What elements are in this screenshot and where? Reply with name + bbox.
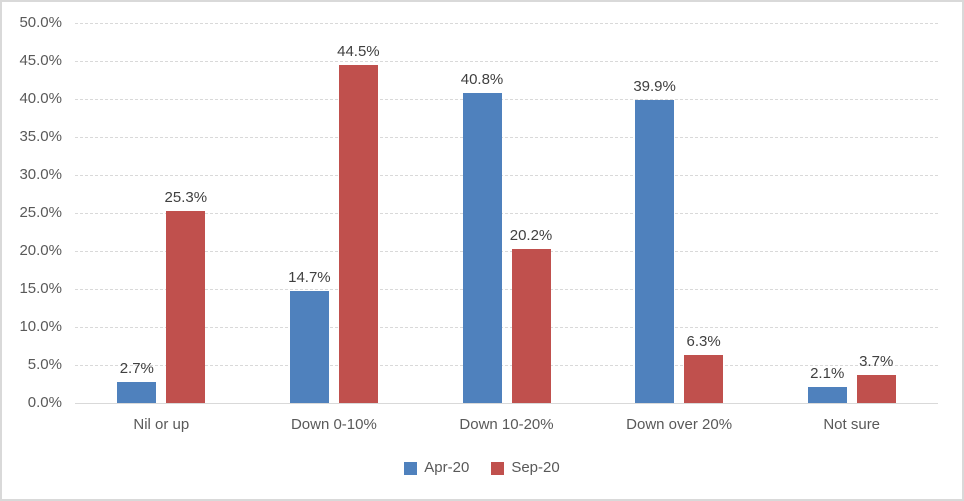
bar-apr-20 <box>635 99 675 403</box>
legend-item-sep-20: Sep-20 <box>491 459 560 476</box>
data-label: 6.3% <box>686 333 721 351</box>
gridline <box>75 364 938 366</box>
gridline <box>75 22 938 24</box>
y-tick-label: 45.0% <box>19 52 62 69</box>
data-label: 25.3% <box>164 188 208 206</box>
gridline <box>75 60 938 62</box>
y-tick-label: 40.0% <box>19 90 62 107</box>
bar-sep-20 <box>684 355 724 403</box>
y-tick-label: 35.0% <box>19 128 62 145</box>
legend-label: Sep-20 <box>511 459 560 476</box>
gridline <box>75 288 938 290</box>
data-label: 44.5% <box>337 42 380 60</box>
bar-apr-20 <box>117 382 157 403</box>
legend-swatch-icon <box>404 461 418 475</box>
x-axis-line <box>75 402 938 404</box>
legend-label: Apr-20 <box>424 459 470 476</box>
data-label: 2.7% <box>119 360 154 378</box>
y-tick-label: 30.0% <box>19 166 62 183</box>
category-label: Down 0-10% <box>290 416 377 433</box>
bar-apr-20 <box>807 387 847 403</box>
legend-item-apr-20: Apr-20 <box>404 460 469 476</box>
bar-apr-20 <box>462 92 502 403</box>
category-label: Nil or up <box>133 416 190 433</box>
y-tick-label: 5.0% <box>27 356 62 373</box>
category-label: Not sure <box>823 416 881 433</box>
y-tick-label: 50.0% <box>19 14 62 31</box>
gridline <box>75 250 938 252</box>
gridline <box>75 174 938 176</box>
gridline <box>75 98 938 100</box>
gridline <box>75 326 938 328</box>
bar-sep-20 <box>511 249 551 403</box>
y-tick-label: 25.0% <box>19 204 62 221</box>
gridline <box>75 212 938 214</box>
category-label: Down over 20% <box>626 416 733 433</box>
bar-apr-20 <box>289 291 329 403</box>
legend: Apr-20 Sep-20 <box>2 460 962 476</box>
data-label: 3.7% <box>859 352 894 370</box>
y-tick-label: 15.0% <box>19 280 62 297</box>
y-tick-label: 20.0% <box>19 242 62 259</box>
y-tick-label: 0.0% <box>27 394 62 411</box>
y-tick-label: 10.0% <box>19 318 62 335</box>
data-label: 2.1% <box>810 365 845 383</box>
data-label: 39.9% <box>633 77 676 95</box>
data-label: 40.8% <box>460 70 504 88</box>
category-label: Down 10-20% <box>459 416 554 433</box>
data-label: 14.7% <box>288 269 331 287</box>
data-label: 20.2% <box>509 227 553 245</box>
bar-sep-20 <box>166 210 206 403</box>
legend-swatch-icon <box>491 461 505 475</box>
gridline <box>75 136 938 138</box>
bar-sep-20 <box>338 64 378 403</box>
bar-sep-20 <box>856 374 896 403</box>
